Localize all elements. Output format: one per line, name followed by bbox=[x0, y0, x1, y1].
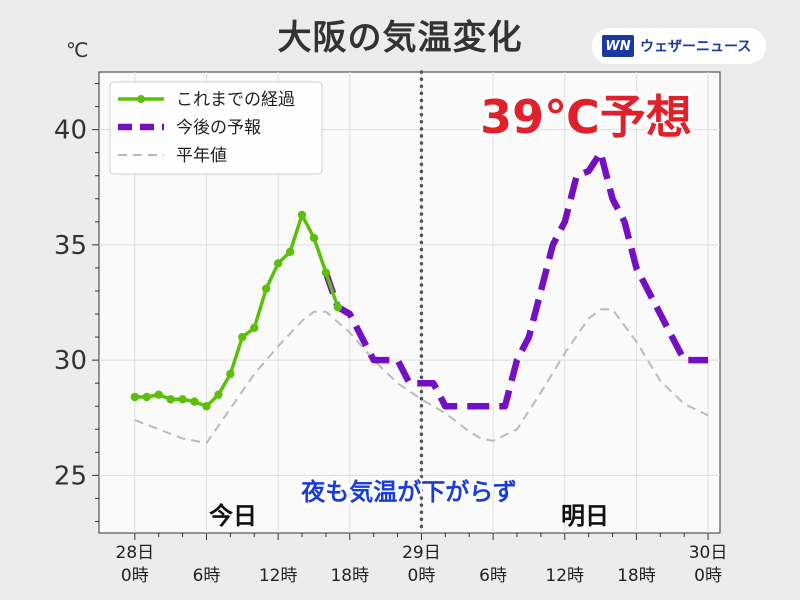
series-line-dashed-thick bbox=[322, 149, 709, 410]
observed-point bbox=[226, 369, 235, 379]
x-tick-label-date: 28日 bbox=[116, 543, 155, 563]
x-tick-label-date: 30日 bbox=[689, 543, 728, 563]
chart-title: 大阪の気温変化 bbox=[277, 18, 523, 58]
legend-label: これまでの経過 bbox=[176, 90, 295, 110]
observed-point bbox=[190, 397, 199, 406]
observed-point bbox=[309, 233, 319, 243]
x-tick-label-hour: 12時 bbox=[259, 566, 298, 586]
x-tick-label-hour: 6時 bbox=[479, 566, 507, 586]
observed-point bbox=[285, 247, 295, 256]
y-tick-label: 30 bbox=[54, 346, 87, 376]
observed-point bbox=[166, 395, 175, 404]
observed-point bbox=[333, 302, 343, 312]
logo-text: ウェザーニュース bbox=[640, 39, 752, 55]
x-tick-label-hour: 0時 bbox=[408, 566, 436, 586]
observed-point bbox=[178, 395, 187, 404]
today-label: 今日 bbox=[209, 502, 257, 530]
x-tick-label-hour: 6時 bbox=[193, 566, 221, 586]
logo-mark: WN bbox=[602, 35, 634, 57]
x-tick-label-hour: 18時 bbox=[617, 566, 656, 586]
night-temperature-note: 夜も気温が下がらず bbox=[300, 478, 517, 506]
observed-point bbox=[142, 392, 151, 402]
observed-point bbox=[261, 284, 271, 293]
legend-label: 平年値 bbox=[176, 146, 227, 166]
observed-point bbox=[154, 390, 163, 399]
observed-point bbox=[321, 268, 331, 277]
y-axis-unit: ℃ bbox=[66, 38, 89, 62]
observed-point bbox=[214, 390, 223, 399]
observed-point bbox=[273, 259, 283, 268]
x-tick-label-date: 29日 bbox=[402, 543, 441, 563]
y-tick-label: 35 bbox=[54, 231, 87, 261]
legend-marker bbox=[137, 95, 145, 103]
observed-point bbox=[250, 323, 259, 333]
x-tick-label-hour: 0時 bbox=[694, 566, 722, 586]
observed-point bbox=[202, 402, 211, 411]
y-tick-label: 25 bbox=[54, 461, 87, 491]
legend-box bbox=[109, 81, 323, 175]
observed-point bbox=[130, 392, 140, 402]
x-tick-label-hour: 18時 bbox=[330, 566, 369, 586]
observed-point bbox=[297, 210, 307, 220]
x-tick-label-hour: 0時 bbox=[121, 566, 149, 586]
legend-label: 今後の予報 bbox=[176, 118, 261, 138]
y-tick-label: 40 bbox=[54, 116, 87, 146]
weathernews-logo: WN ウェザーニュース bbox=[592, 28, 766, 64]
forecast-max-annotation: 39℃予想 bbox=[480, 90, 692, 144]
tomorrow-label: 明日 bbox=[561, 502, 609, 530]
series-line-dashed-thin bbox=[134, 308, 709, 445]
x-tick-label-hour: 12時 bbox=[545, 566, 584, 586]
observed-point bbox=[238, 332, 247, 342]
